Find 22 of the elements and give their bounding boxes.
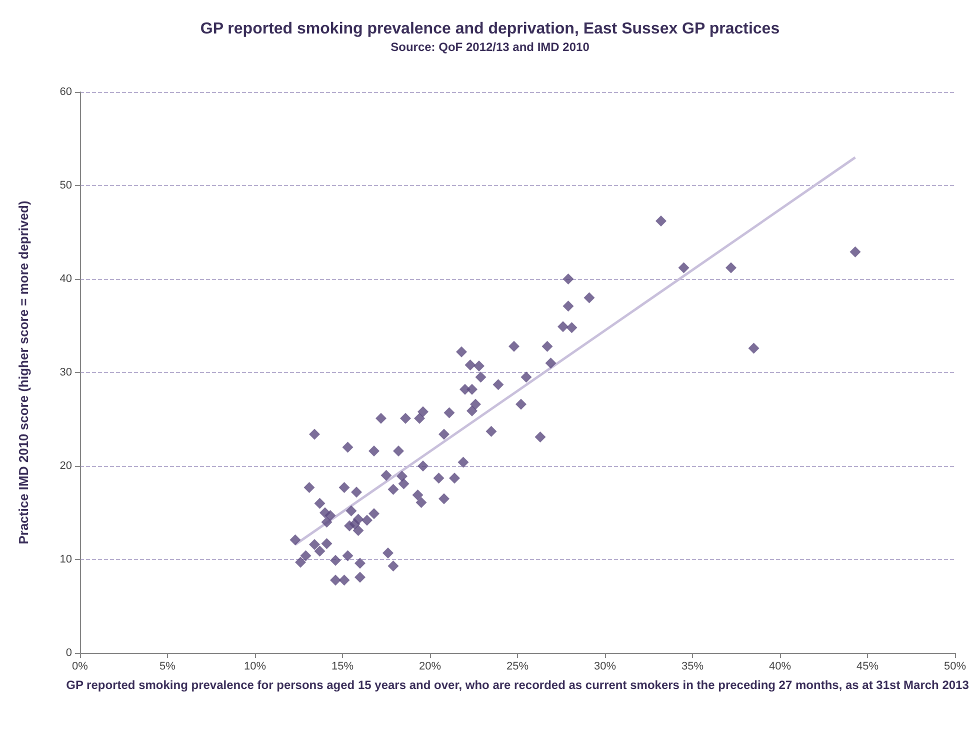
x-tick-label: 20% bbox=[418, 660, 442, 672]
y-axis-title: Practice IMD 2010 score (higher score = more deprived) bbox=[16, 200, 31, 544]
chart-title: GP reported smoking prevalence and deprivation, East Sussex GP practices bbox=[200, 20, 780, 38]
y-tick-label: 40 bbox=[60, 273, 72, 285]
chart-subtitle: Source: QoF 2012/13 and IMD 2010 bbox=[390, 40, 590, 54]
y-tick-label: 0 bbox=[66, 647, 72, 659]
y-tick-label: 60 bbox=[60, 86, 72, 98]
x-tick-label: 30% bbox=[594, 660, 616, 672]
x-tick-label: 5% bbox=[160, 660, 176, 672]
x-tick-label: 35% bbox=[681, 660, 704, 672]
x-tick-label: 0% bbox=[72, 660, 88, 672]
y-tick-label: 20 bbox=[60, 460, 72, 472]
x-tick-label: 40% bbox=[768, 660, 792, 672]
x-tick-label: 45% bbox=[856, 660, 879, 672]
y-tick-label: 10 bbox=[60, 554, 72, 566]
x-tick-label: 10% bbox=[244, 660, 266, 672]
x-tick-label: 15% bbox=[331, 660, 354, 672]
y-tick-label: 50 bbox=[60, 180, 72, 192]
x-axis-title: GP reported smoking prevalence for persons aged 15 years and over, who are recorded as current smokers in the preceding 27 months, as at 31st March 2013 bbox=[66, 678, 970, 692]
x-tick-label: 25% bbox=[506, 660, 529, 672]
y-tick-label: 30 bbox=[60, 366, 72, 378]
x-tick-label: 50% bbox=[944, 660, 966, 672]
